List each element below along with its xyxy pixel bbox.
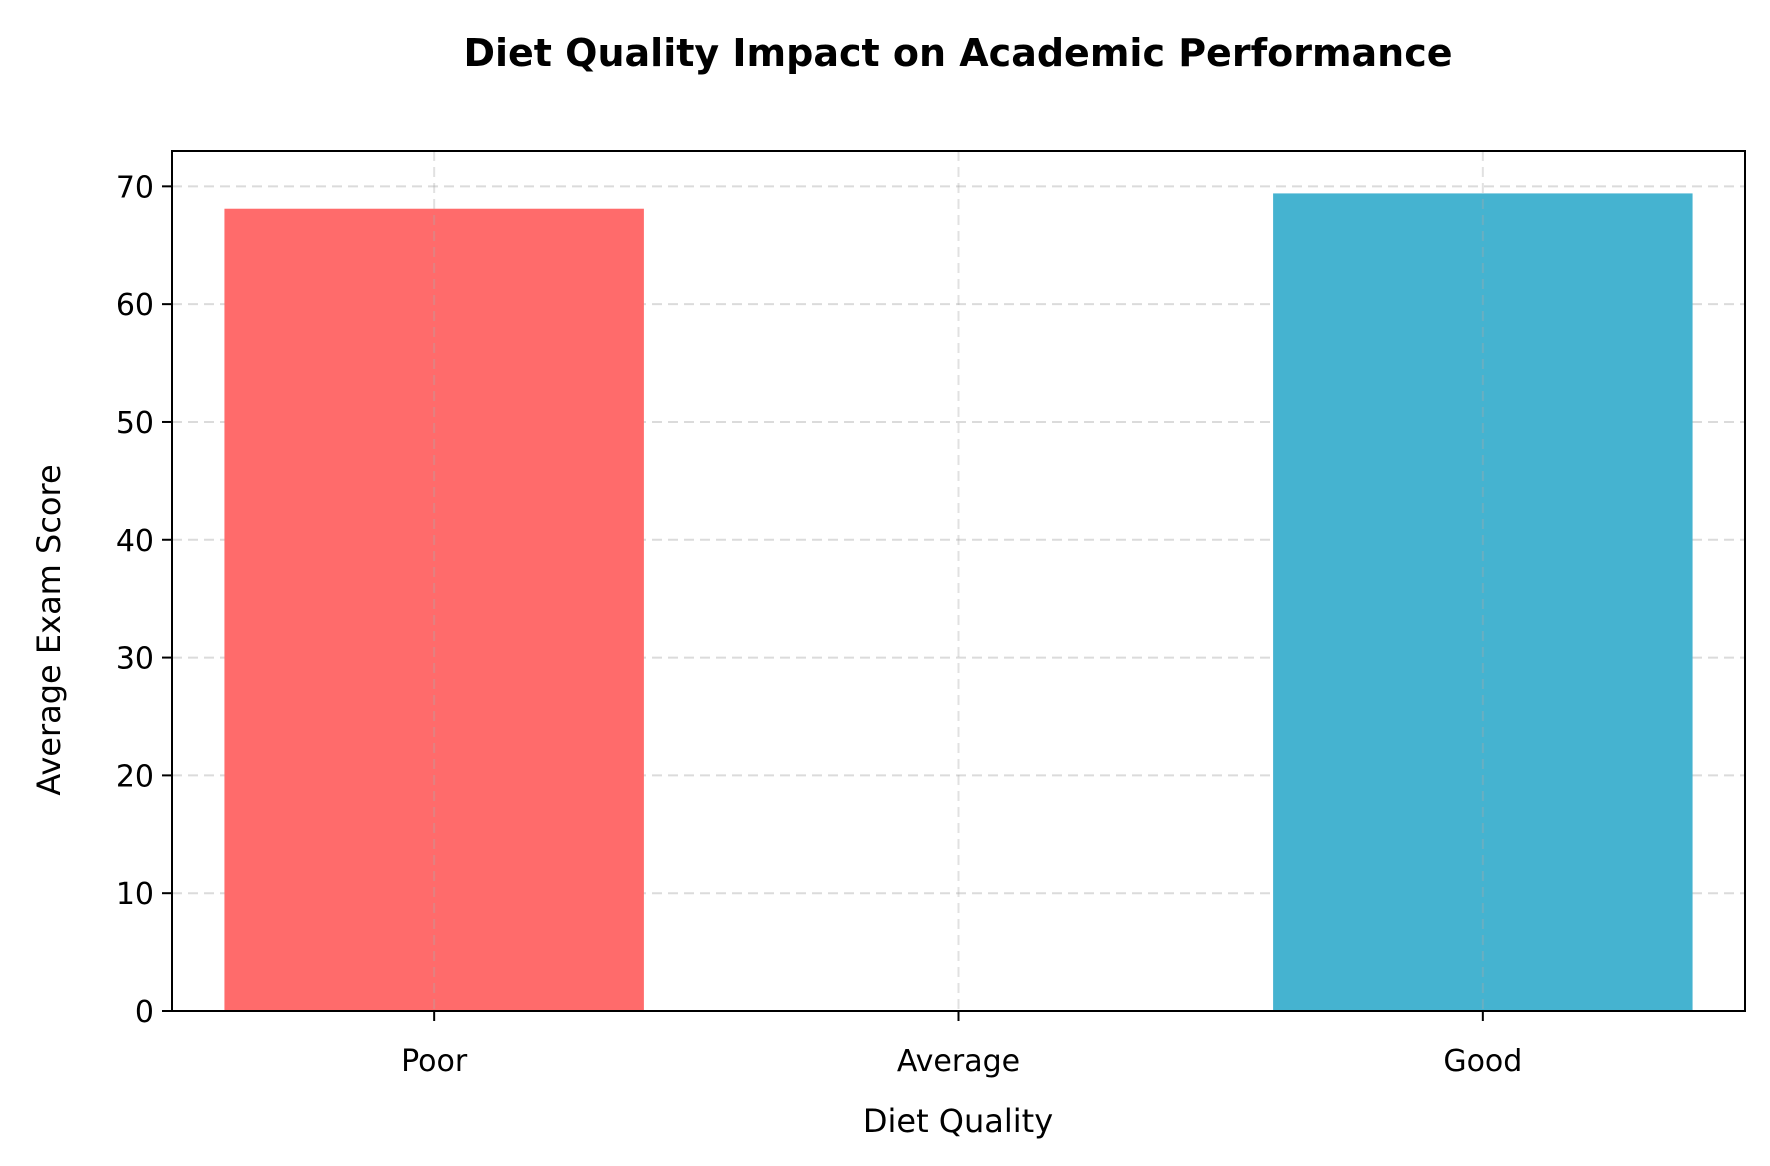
x-tick-label-average: Average (897, 1044, 1020, 1079)
y-tick-label: 70 (116, 170, 154, 205)
y-tick-label: 40 (116, 524, 154, 559)
x-axis-label: Diet Quality (863, 1102, 1053, 1140)
x-tick-label-poor: Poor (401, 1044, 468, 1079)
y-axis-label: Average Exam Score (30, 464, 68, 795)
y-tick-label: 10 (116, 877, 154, 912)
y-tick-label: 0 (135, 995, 154, 1030)
y-axis-ticks: 0 10 20 30 40 50 60 70 (116, 170, 172, 1030)
x-tick-label-good: Good (1443, 1044, 1522, 1079)
x-axis-ticks: Poor Average Good (401, 1011, 1522, 1079)
bars (224, 151, 1693, 1012)
y-tick-label: 60 (116, 288, 154, 323)
y-tick-label: 50 (116, 406, 154, 441)
chart-title: Diet Quality Impact on Academic Performa… (463, 31, 1452, 75)
bar-good (1273, 193, 1693, 1012)
y-tick-label: 30 (116, 642, 154, 677)
bar-poor (224, 208, 644, 1012)
y-tick-label: 20 (116, 759, 154, 794)
